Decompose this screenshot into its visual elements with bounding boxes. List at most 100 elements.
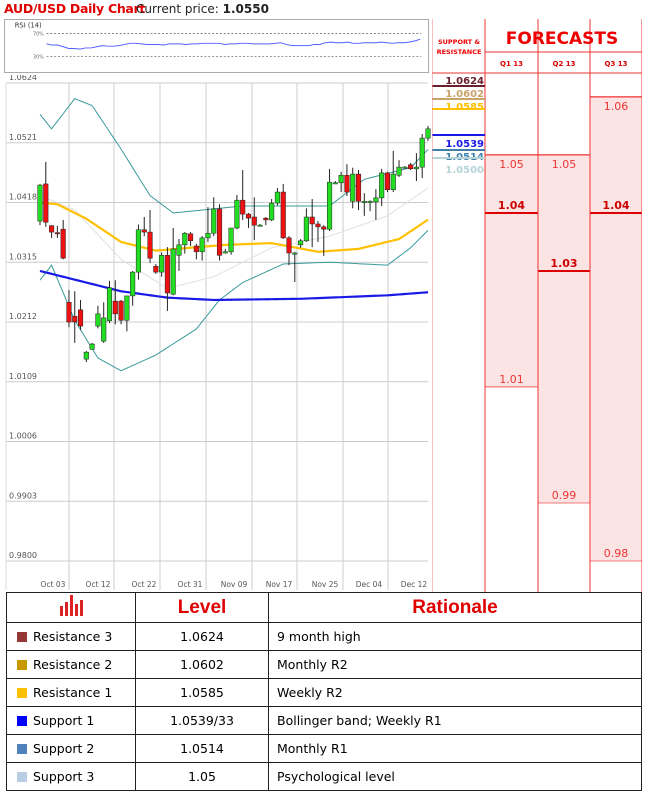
candle-body (338, 174, 344, 184)
candle (106, 280, 113, 324)
x-tick-label: Nov 25 (312, 580, 339, 589)
candle-body (106, 287, 113, 322)
candle-body (298, 240, 304, 246)
level-name-cell: Resistance 1 (6, 678, 136, 707)
candle (408, 163, 414, 171)
candle-body (350, 173, 356, 202)
candle (413, 153, 419, 182)
candle-body (286, 237, 292, 254)
sma-short-line (39, 201, 429, 253)
candle (355, 170, 362, 211)
candle (37, 183, 43, 226)
current-price-value: 1.0550 (222, 2, 269, 16)
candle-body (60, 228, 66, 259)
candle (419, 134, 425, 179)
candle-body (315, 223, 321, 228)
candle-body (54, 232, 60, 235)
bollinger-upper-line (39, 98, 429, 214)
candle-body (112, 300, 118, 315)
candle (367, 200, 373, 212)
candle (240, 170, 246, 220)
candle-body (43, 183, 49, 223)
candle (379, 168, 385, 206)
candle (72, 291, 78, 343)
color-swatch-icon (17, 772, 27, 782)
candle (112, 280, 118, 325)
y-tick-label: 1.0521 (9, 133, 37, 142)
table-header-row: Level Rationale (6, 592, 642, 623)
y-tick-label: 1.0418 (9, 193, 37, 202)
candle-body (193, 245, 199, 253)
forecast-mid-label: 1.04 (602, 199, 629, 212)
candle (49, 225, 55, 238)
y-tick-label: 1.0006 (9, 432, 37, 441)
candle-body (72, 315, 78, 323)
level-name: Support 2 (33, 741, 95, 756)
candle (402, 165, 408, 169)
candle-body (159, 255, 165, 273)
level-name-cell: Resistance 3 (6, 622, 136, 651)
candle (211, 197, 217, 237)
candle-body (182, 232, 188, 246)
candle (298, 239, 304, 248)
table-row: Support 1 1.0539/33 Bollinger band; Weekly… (6, 706, 642, 735)
x-tick-label: Oct 12 (86, 580, 111, 589)
candle-body (77, 309, 84, 327)
candle (303, 208, 309, 242)
current-price: Current price: 1.0550 (136, 2, 269, 16)
candle-body (153, 266, 159, 273)
candle-body (367, 201, 373, 203)
candle (153, 263, 159, 274)
color-swatch-icon (17, 744, 27, 754)
chart-title: AUD/USD Daily Chart (4, 1, 146, 16)
rationale-header: Rationale (268, 592, 642, 623)
candle (89, 342, 95, 350)
y-tick-label: 1.0109 (9, 372, 37, 381)
candle (83, 351, 89, 363)
candle (350, 167, 356, 209)
candle (315, 221, 321, 242)
candle (66, 290, 72, 328)
candle-body (118, 300, 124, 321)
color-swatch-icon (17, 632, 27, 642)
level-rationale: 9 month high (268, 622, 642, 651)
candle-body (321, 226, 327, 230)
candle-body (425, 128, 431, 139)
level-rationale: Monthly R2 (268, 650, 642, 679)
color-swatch-icon (17, 660, 27, 670)
candle-body (37, 184, 43, 222)
x-tick-label: Dec 04 (356, 580, 383, 589)
level-value: 1.05 (135, 762, 269, 791)
candle (43, 161, 49, 227)
candle-body (101, 317, 107, 342)
candle-body (228, 227, 234, 253)
candle (373, 189, 379, 220)
candle-body (419, 137, 425, 168)
candle-body (280, 191, 286, 239)
candle-body (222, 251, 228, 254)
candle (338, 171, 344, 193)
candle-body (408, 164, 414, 170)
x-tick-label: Nov 09 (221, 580, 248, 589)
candle (274, 187, 280, 206)
quarter-label: Q2 13 (553, 60, 576, 68)
forecasts-title: FORECASTS (506, 29, 618, 49)
candle (390, 150, 396, 193)
forecast-panel: 1.05 1.04 1.01 Q1 13 1.05 1.03 0.99 Q2 13 1.06 1.… (432, 19, 642, 592)
forecast-low-label: 0.99 (552, 489, 577, 502)
candle-body (95, 313, 101, 327)
rsi-panel: RSI (14)70% 30% (4, 19, 429, 73)
candle-body (245, 213, 252, 219)
candle (327, 168, 333, 231)
candle-body (211, 208, 217, 234)
candle-body (205, 232, 211, 239)
candle-body (355, 173, 362, 202)
table-row: Support 2 1.0514 Monthly R1 (6, 734, 642, 763)
bar-chart-icon (6, 592, 136, 623)
candle-body (170, 248, 176, 295)
candle (332, 181, 338, 185)
candle (228, 227, 234, 255)
candle-body (413, 166, 419, 170)
level-name-cell: Support 3 (6, 762, 136, 791)
sr-level-label: 1.0500 (445, 165, 484, 176)
